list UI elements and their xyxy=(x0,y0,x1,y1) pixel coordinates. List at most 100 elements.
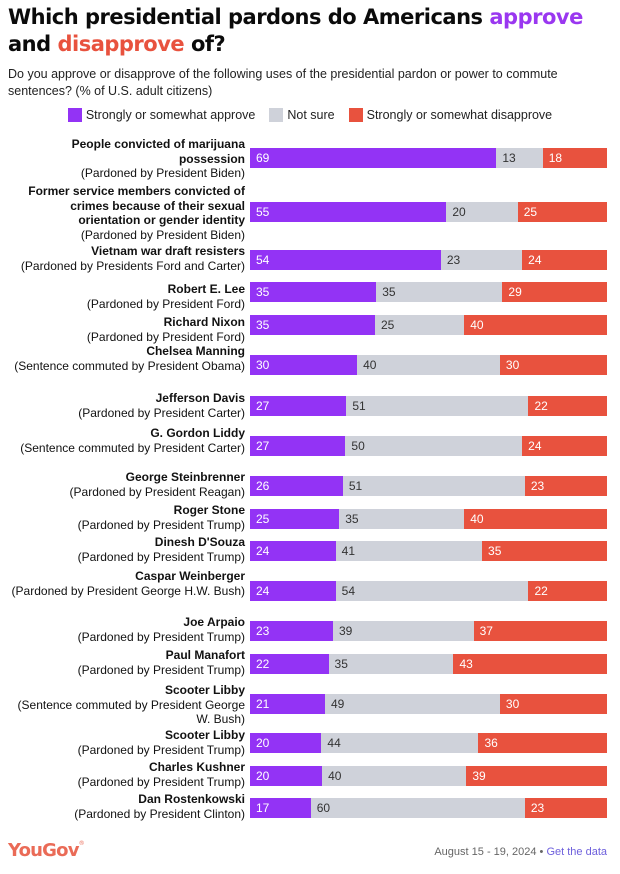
category-label: Roger Stone (Pardoned by President Trump) xyxy=(5,503,245,532)
stacked-bar: 54 23 24 xyxy=(250,250,607,270)
bar-segment-approve: 20 xyxy=(250,733,322,753)
bar-segment-approve: 35 xyxy=(250,282,377,302)
data-label: 24 xyxy=(256,544,270,558)
legend: Strongly or somewhat approve Not sure St… xyxy=(0,108,620,122)
category-name: Former service members convicted of crim… xyxy=(28,184,245,227)
data-label: 35 xyxy=(345,512,359,526)
category-note: (Pardoned by President Biden) xyxy=(80,166,245,180)
bar-segment-approve: 27 xyxy=(250,436,346,456)
bar-segment-approve: 35 xyxy=(250,315,375,335)
stacked-bar: 27 50 24 xyxy=(250,436,607,456)
data-label: 23 xyxy=(530,479,545,493)
category-note: (Pardoned by President Ford) xyxy=(86,296,245,311)
category-note: (Pardoned by President Trump) xyxy=(77,629,245,644)
bar-segment-disapprove: 40 xyxy=(464,315,607,335)
title-approve-word: approve xyxy=(489,5,583,29)
bar-segment-not-sure: 35 xyxy=(376,282,503,302)
data-label: 27 xyxy=(256,399,270,413)
category-note: (Pardoned by President Ford) xyxy=(86,329,245,344)
data-label: 24 xyxy=(528,439,542,453)
data-label: 35 xyxy=(256,318,270,332)
chart-title: Which presidential pardons do Americans … xyxy=(8,4,612,58)
data-label: 30 xyxy=(505,358,520,372)
category-label: Jefferson Davis (Pardoned by President Ca… xyxy=(5,391,245,420)
stacked-bar: 20 40 39 xyxy=(250,766,607,786)
bar-segment-not-sure: 13 xyxy=(496,148,543,168)
bar-segment-disapprove: 22 xyxy=(528,581,607,601)
bar-segment-disapprove: 24 xyxy=(522,250,607,270)
bar-segment-approve: 54 xyxy=(250,250,441,270)
data-label: 20 xyxy=(256,769,270,783)
category-name: Roger Stone xyxy=(173,503,245,517)
stacked-bar: 69 13 18 xyxy=(250,148,607,168)
bar-segment-not-sure: 44 xyxy=(321,733,479,753)
bar-segment-not-sure: 40 xyxy=(357,355,500,375)
category-note: (Sentence commuted by President Carter) xyxy=(20,440,245,455)
bar-segment-not-sure: 35 xyxy=(328,654,454,674)
data-label: 23 xyxy=(530,801,545,815)
category-note: (Pardoned by President Trump) xyxy=(77,742,245,757)
data-label: 50 xyxy=(351,439,365,453)
legend-item-disapprove: Strongly or somewhat disapprove xyxy=(348,108,552,122)
bar-segment-disapprove: 18 xyxy=(542,148,607,168)
data-label: 20 xyxy=(452,205,466,219)
data-label: 13 xyxy=(502,151,516,165)
bar-segment-disapprove: 37 xyxy=(473,621,607,641)
bar-segment-approve: 24 xyxy=(250,581,336,601)
data-label: 18 xyxy=(548,151,563,165)
category-label: Richard Nixon (Pardoned by President Ford… xyxy=(5,315,245,344)
category-note: (Sentence commuted by President George W… xyxy=(17,697,245,727)
stacked-bar: 55 20 25 xyxy=(250,202,607,222)
bar-segment-not-sure: 20 xyxy=(446,202,518,222)
title-disapprove-word: disapprove xyxy=(57,32,185,56)
data-label: 54 xyxy=(256,253,270,267)
stacked-bar: 20 44 36 xyxy=(250,733,607,753)
category-name: Scooter Libby xyxy=(164,728,245,742)
bar-segment-not-sure: 35 xyxy=(339,509,465,529)
category-name: Caspar Weinberger xyxy=(135,569,245,583)
category-label: Former service members convicted of crim… xyxy=(5,184,245,242)
category-name: Dan Rostenkowski xyxy=(138,792,245,806)
survey-dates: August 15 - 19, 2024 xyxy=(434,846,537,858)
bar-segment-disapprove: 23 xyxy=(524,476,607,496)
category-name: People convicted of marijuana possession xyxy=(71,137,245,166)
category-label: Dan Rostenkowski (Pardoned by President C… xyxy=(5,792,245,821)
category-name: Vietnam war draft resisters xyxy=(91,244,245,258)
category-name: Robert E. Lee xyxy=(167,282,245,296)
bar-segment-approve: 27 xyxy=(250,396,347,416)
chart-subtitle: Do you approve or disapprove of the foll… xyxy=(8,67,558,98)
data-label: 35 xyxy=(256,285,270,299)
category-name: Charles Kushner xyxy=(148,760,245,774)
category-note: (Pardoned by President Trump) xyxy=(77,774,245,789)
category-name: Chelsea Manning xyxy=(146,344,245,358)
yougov-logo: YouGov® xyxy=(8,840,85,861)
category-note: (Pardoned by President Carter) xyxy=(78,405,245,420)
data-label: 40 xyxy=(470,512,484,526)
category-name: Scooter Libby xyxy=(164,683,245,697)
category-name: Richard Nixon xyxy=(163,315,245,329)
bar-segment-approve: 25 xyxy=(250,509,340,529)
bar-segment-not-sure: 39 xyxy=(332,621,474,641)
bar-segment-disapprove: 30 xyxy=(499,355,607,375)
data-label: 54 xyxy=(341,584,356,598)
bar-segment-disapprove: 25 xyxy=(517,202,607,222)
bar-segment-disapprove: 43 xyxy=(453,654,607,674)
category-name: Joe Arpaio xyxy=(183,615,245,629)
data-label: 23 xyxy=(256,624,270,638)
category-label: People convicted of marijuana possession… xyxy=(5,137,245,181)
data-label: 25 xyxy=(256,512,270,526)
data-label: 23 xyxy=(446,253,461,267)
bar-segment-not-sure: 51 xyxy=(342,476,525,496)
category-note: (Pardoned by Presidents Ford and Carter) xyxy=(20,258,245,273)
category-label: Robert E. Lee (Pardoned by President Ford… xyxy=(5,282,245,311)
data-label: 21 xyxy=(256,697,270,711)
data-label: 25 xyxy=(380,318,395,332)
bar-segment-approve: 69 xyxy=(250,148,497,168)
legend-item-not-sure: Not sure xyxy=(269,108,335,122)
title-text-middle: and xyxy=(8,32,58,56)
get-data-link[interactable]: Get the data xyxy=(546,846,607,858)
data-label: 24 xyxy=(256,584,270,598)
data-label: 36 xyxy=(484,736,498,750)
bar-segment-not-sure: 50 xyxy=(345,436,523,456)
category-name: Dinesh D'Souza xyxy=(154,535,245,549)
